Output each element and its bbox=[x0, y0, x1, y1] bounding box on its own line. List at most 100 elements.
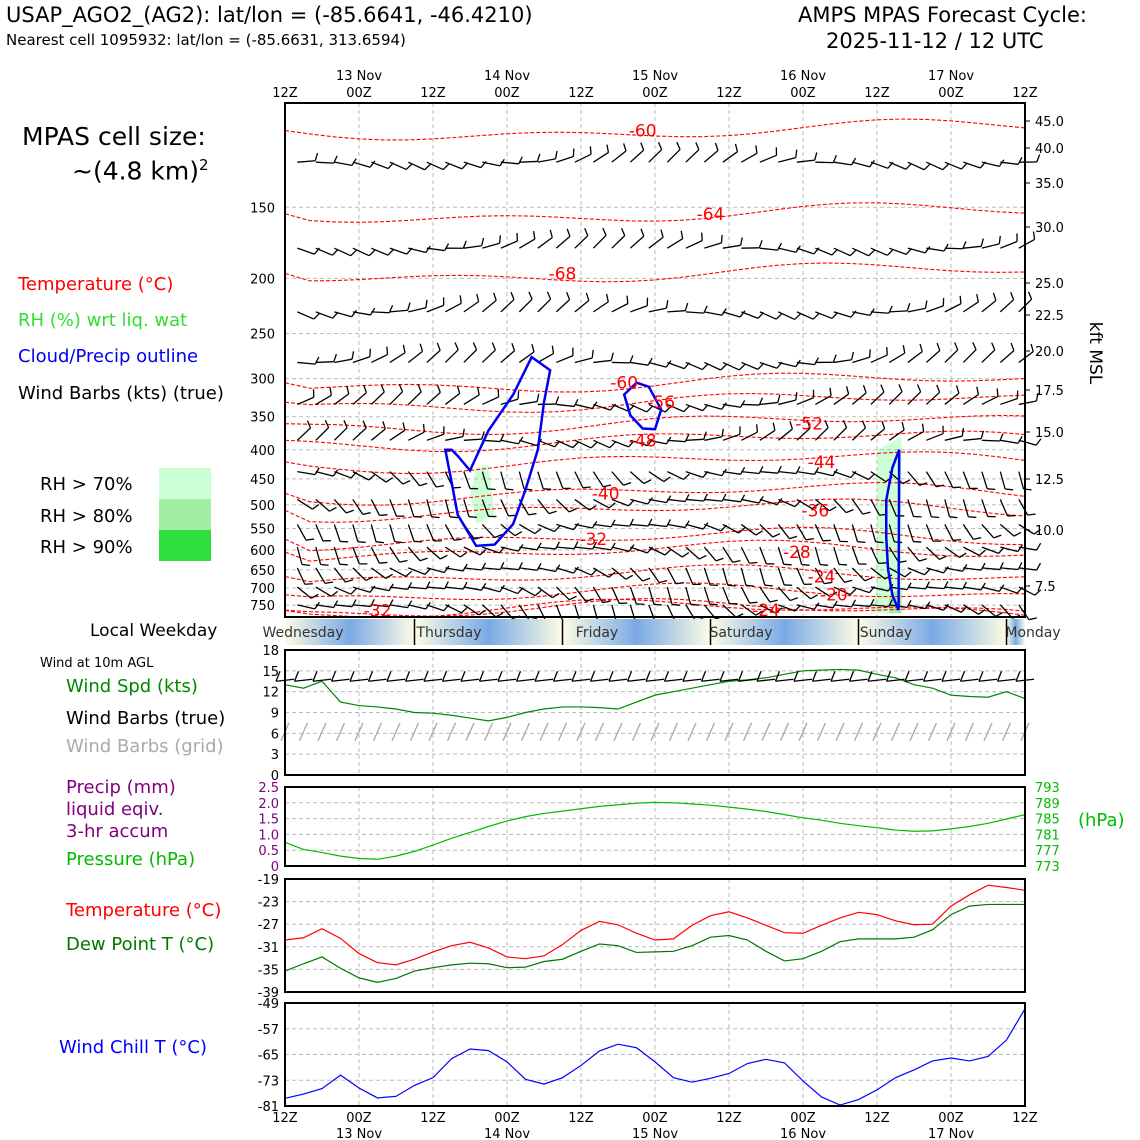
wind-barb bbox=[666, 546, 683, 558]
wind-barb bbox=[981, 395, 999, 406]
weekday-label: Local Weekday bbox=[90, 621, 218, 641]
wind-barb bbox=[1000, 546, 1018, 553]
wind-barb-flag bbox=[901, 422, 905, 431]
wind-barb bbox=[481, 604, 497, 618]
wind-barb bbox=[981, 604, 997, 617]
wind-barb bbox=[315, 586, 332, 597]
wind-barb bbox=[1018, 567, 1037, 571]
wind-barb-flag bbox=[734, 143, 739, 152]
wind-barb bbox=[777, 567, 785, 586]
kft-tick-label: 7.5 bbox=[1035, 580, 1056, 595]
windchill-label: Wind Chill T (°C) bbox=[59, 1037, 207, 1058]
wind-barb bbox=[500, 567, 519, 571]
wind-barb bbox=[445, 435, 464, 441]
wind-barb bbox=[926, 247, 945, 252]
rh70-swatch bbox=[159, 468, 211, 499]
wind-barb bbox=[1000, 439, 1019, 444]
wind-barb bbox=[870, 567, 886, 580]
wind-barb-flag bbox=[898, 560, 907, 564]
wind-barb-flag bbox=[454, 342, 459, 351]
wind-barb-flag bbox=[591, 349, 594, 359]
wind-barb-flag bbox=[385, 573, 393, 580]
panel-y-tick-label: 0 bbox=[271, 769, 279, 784]
wind-barb bbox=[888, 524, 895, 542]
wind-barb-flag bbox=[582, 486, 591, 489]
wind-barb bbox=[574, 567, 592, 576]
wind-barb-flag bbox=[795, 466, 801, 474]
wind-barb-flag bbox=[517, 391, 520, 400]
wind-barb bbox=[944, 546, 960, 559]
wind-barb-flag bbox=[573, 566, 580, 574]
wind-barb bbox=[704, 498, 723, 502]
wind-barb-flag bbox=[758, 240, 763, 249]
wind-barb bbox=[296, 567, 306, 585]
surface-wind-barb bbox=[571, 678, 591, 682]
wind-barb bbox=[814, 546, 821, 565]
wind-barb bbox=[648, 236, 664, 249]
wind-barb-flag bbox=[476, 293, 480, 302]
wind-barb bbox=[537, 546, 556, 550]
wind-barb bbox=[851, 427, 866, 441]
wind-barb-flag bbox=[819, 563, 829, 566]
wind-barb bbox=[519, 586, 536, 597]
wind10m-title: Wind at 10m AGL bbox=[40, 656, 154, 671]
surface-wind-barb-flag bbox=[867, 671, 873, 682]
wind-barb bbox=[722, 546, 734, 563]
temperature-contour-label: -64 bbox=[697, 205, 725, 225]
wind-barb bbox=[740, 586, 751, 604]
wind-barb-flag bbox=[609, 441, 616, 449]
wind-barb bbox=[778, 604, 796, 612]
wind-barb bbox=[537, 298, 552, 313]
wind-barb bbox=[759, 604, 777, 614]
temperature-contour bbox=[284, 564, 1026, 583]
grid-wind-barb bbox=[483, 722, 494, 742]
wind-barb bbox=[371, 247, 389, 256]
wind-barb bbox=[722, 151, 738, 163]
pressure-line bbox=[284, 801, 1026, 860]
wind-barb-flag bbox=[1036, 542, 1042, 551]
surface-wind-barb-flag bbox=[460, 671, 466, 682]
wind-barb-flag bbox=[330, 590, 339, 597]
temperature-contour-label: -20 bbox=[820, 586, 848, 606]
wind-barb-flag bbox=[996, 388, 999, 397]
panel-y-tick-label: -35 bbox=[258, 963, 279, 978]
surface-wind-barb-flag bbox=[608, 671, 614, 682]
wind-barb-flag bbox=[442, 163, 450, 171]
wind-barb bbox=[408, 307, 427, 313]
wind-barb bbox=[870, 499, 880, 516]
wind-barb bbox=[815, 471, 834, 477]
wind-barb bbox=[888, 499, 897, 517]
wind-barb-flag bbox=[419, 557, 428, 562]
wind-barb-flag bbox=[1013, 531, 1022, 537]
kft-tick-label: 35.0 bbox=[1035, 177, 1064, 192]
wind-barb-flag bbox=[968, 516, 977, 519]
precip-label: Precip (mm) bbox=[66, 777, 176, 798]
kft-tick-label: 10.0 bbox=[1035, 524, 1064, 539]
bottom-hour-label: 12Z bbox=[272, 1111, 298, 1126]
wind-barb bbox=[482, 439, 501, 443]
wind-barb-flag bbox=[772, 422, 776, 431]
wind-barb-flag bbox=[329, 387, 332, 396]
wind-barb bbox=[852, 604, 871, 608]
wind-barb bbox=[759, 429, 776, 441]
temperature-contour bbox=[284, 498, 1026, 523]
wind-barb bbox=[315, 524, 324, 542]
surface-wind-barb bbox=[756, 678, 776, 682]
wind-barb-flag bbox=[314, 152, 319, 161]
wind-barb bbox=[537, 604, 547, 622]
wind-barb-flag bbox=[857, 541, 866, 543]
grid-wind-barb bbox=[946, 722, 956, 742]
wind-barb bbox=[759, 567, 766, 586]
wind-barb bbox=[556, 523, 574, 531]
wind-barb-flag bbox=[419, 482, 428, 487]
grid-wind-barb bbox=[853, 722, 864, 742]
wind-barb bbox=[629, 567, 644, 582]
wind-barb bbox=[556, 403, 575, 408]
wind-barb-flag bbox=[511, 343, 516, 352]
wind-barb bbox=[685, 311, 704, 314]
wind-barb bbox=[796, 361, 815, 366]
wind-barb-flag bbox=[479, 548, 487, 556]
wind-barb bbox=[482, 396, 499, 406]
surface-wind-barb-flag bbox=[589, 671, 596, 682]
wind-barb bbox=[519, 523, 536, 535]
